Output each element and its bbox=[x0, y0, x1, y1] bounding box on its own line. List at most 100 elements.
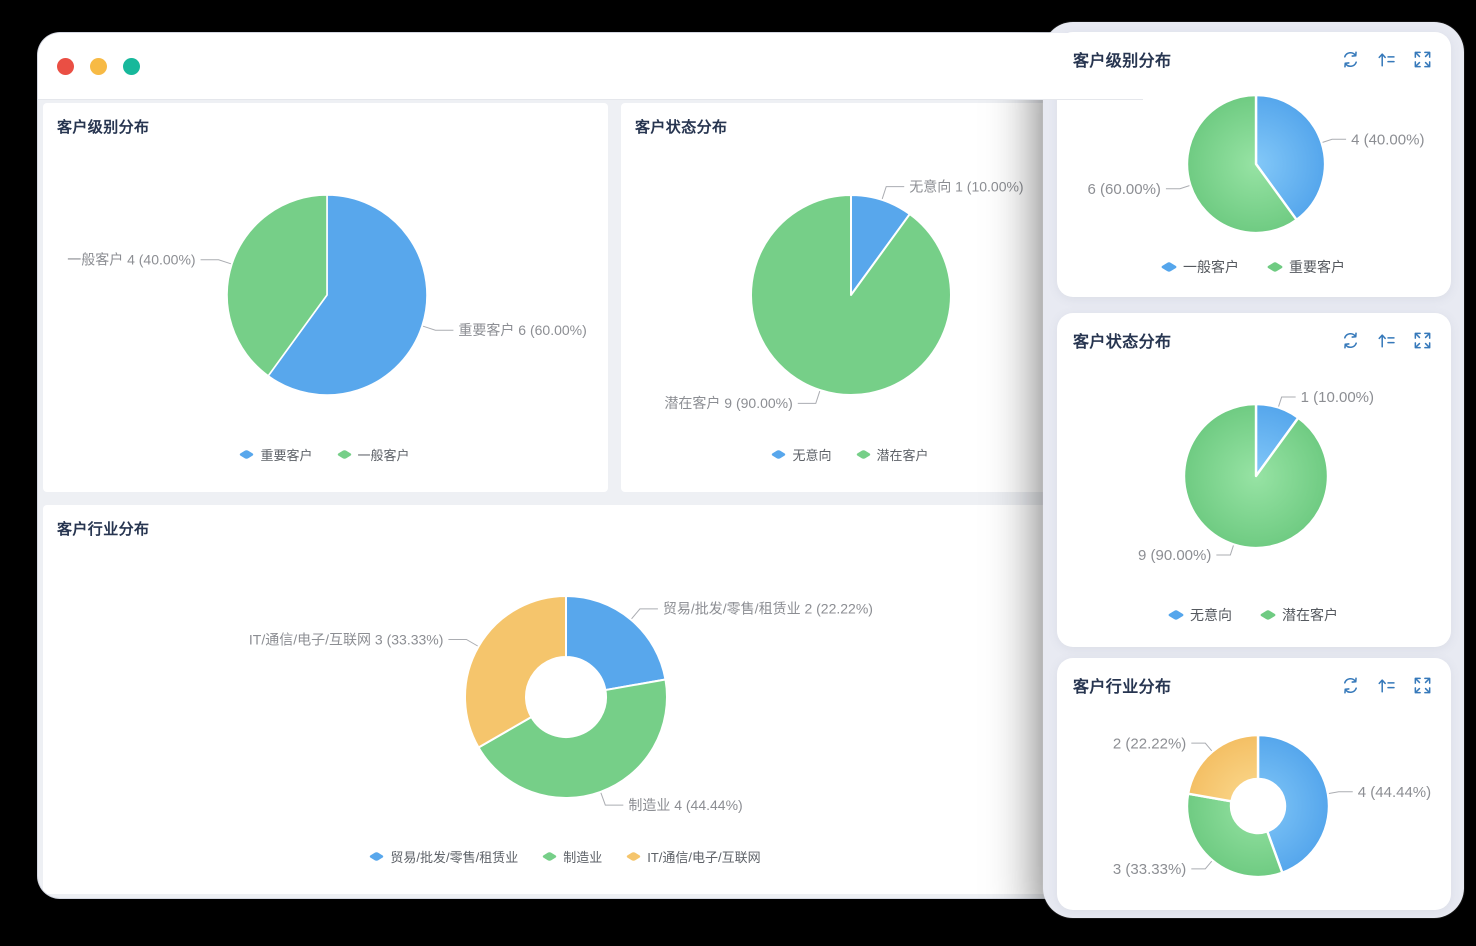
pie-slice-潜在客户[interactable] bbox=[1182, 402, 1330, 550]
legend-marker bbox=[541, 851, 558, 862]
pie-slice-2 (22.22%)[interactable] bbox=[1186, 733, 1260, 803]
label-line bbox=[1328, 791, 1353, 794]
side-customer-level-legend: 一般客户 重要客户 bbox=[1057, 257, 1451, 277]
pie-slice-潜在客户[interactable] bbox=[750, 194, 952, 396]
label-line bbox=[881, 186, 905, 200]
label-line bbox=[1191, 860, 1213, 870]
side-card-title-customer-industry: 客户行业分布 bbox=[1073, 679, 1172, 696]
legend-marker bbox=[369, 851, 385, 862]
slice-label: 3 (33.33%) bbox=[1113, 861, 1186, 878]
slice-label: 4 (40.00%) bbox=[1351, 131, 1424, 148]
side-customer-level-pie-chart: 4 (40.00%) 6 (60.00%) bbox=[1057, 32, 1451, 297]
fullscreen-icon[interactable] bbox=[1412, 49, 1433, 70]
legend-marker bbox=[855, 449, 871, 460]
legend-marker bbox=[336, 449, 352, 460]
side-customer-status-pie-chart: 1 (10.00%) 9 (90.00%) bbox=[1057, 313, 1451, 647]
side-card-title-customer-status: 客户状态分布 bbox=[1073, 334, 1172, 351]
pie-slice-贸易/批发/零售/租赁业[interactable] bbox=[565, 595, 667, 692]
pie-slice-一般客户[interactable] bbox=[226, 194, 328, 377]
card-title-customer-industry: 客户行业分布 bbox=[57, 521, 150, 538]
move-to-top-icon[interactable] bbox=[1376, 330, 1397, 351]
card-customer-level: 客户级别分布 重要客户 6 (60.00%) 一般客户 4 (40.00%) 重要… bbox=[43, 103, 608, 492]
legend-label: 重要客户 bbox=[1289, 259, 1345, 275]
pie-slice-重要客户[interactable] bbox=[267, 194, 428, 396]
slice-label: 1 (10.00%) bbox=[1301, 389, 1374, 406]
fullscreen-icon[interactable] bbox=[1412, 330, 1433, 351]
legend-item[interactable]: 一般客户 bbox=[1160, 257, 1239, 277]
side-panel: 客户级别分布 4 (40.00%) 6 (60.00%) 一般客户 重要客户 客户状… bbox=[1043, 22, 1464, 918]
legend-item[interactable]: 一般客户 bbox=[336, 445, 410, 464]
close-button[interactable] bbox=[57, 57, 74, 75]
label-line bbox=[1278, 396, 1296, 407]
legend-label: IT/通信/电子/互联网 bbox=[647, 850, 761, 865]
legend-item[interactable]: 制造业 bbox=[541, 847, 603, 866]
legend-item[interactable]: IT/通信/电子/互联网 bbox=[625, 847, 761, 866]
refresh-icon[interactable] bbox=[1340, 49, 1361, 70]
legend-item[interactable]: 重要客户 bbox=[1266, 257, 1345, 277]
pie-slice-IT/通信/电子/互联网[interactable] bbox=[464, 595, 567, 749]
slice-label: 6 (60.00%) bbox=[1088, 181, 1161, 198]
side-card-customer-industry: 客户行业分布 4 (44.44%) 3 (33.33%) 2 (22.22%) bbox=[1057, 658, 1451, 910]
slice-label: IT/通信/电子/互联网 3 (33.33%) bbox=[249, 631, 443, 647]
legend-item[interactable]: 贸易/批发/零售/租赁业 bbox=[369, 847, 518, 866]
card-title-customer-status: 客户状态分布 bbox=[635, 119, 728, 136]
refresh-icon[interactable] bbox=[1340, 330, 1361, 351]
label-line bbox=[1216, 545, 1234, 556]
pie-slice-3 (33.33%)[interactable] bbox=[1185, 792, 1284, 879]
label-line bbox=[448, 639, 478, 647]
pie-slice-制造业[interactable] bbox=[477, 678, 668, 799]
legend-item[interactable]: 无意向 bbox=[1167, 605, 1232, 625]
maximize-button[interactable] bbox=[123, 57, 140, 75]
label-line bbox=[200, 259, 232, 265]
label-line bbox=[1165, 185, 1190, 190]
label-line bbox=[422, 325, 454, 331]
pie-slice-4 (44.44%)[interactable] bbox=[1256, 733, 1331, 874]
legend-label: 无意向 bbox=[1190, 607, 1232, 623]
refresh-icon[interactable] bbox=[1340, 675, 1361, 696]
legend-item[interactable]: 潜在客户 bbox=[855, 445, 929, 464]
label-line bbox=[1191, 742, 1213, 752]
customer-status-legend: 无意向 潜在客户 bbox=[621, 445, 1081, 464]
customer-industry-donut-chart: 贸易/批发/零售/租赁业 2 (22.22%) 制造业 4 (44.44%) IT/… bbox=[43, 505, 1141, 894]
move-to-top-icon[interactable] bbox=[1376, 675, 1397, 696]
legend-marker bbox=[1266, 261, 1284, 273]
app-window: 客户级别分布 重要客户 6 (60.00%) 一般客户 4 (40.00%) 重要… bbox=[38, 33, 1143, 898]
label-line bbox=[1322, 138, 1347, 143]
card-title-customer-level: 客户级别分布 bbox=[57, 119, 150, 136]
legend-label: 无意向 bbox=[792, 448, 832, 463]
side-card-customer-status: 客户状态分布 1 (10.00%) 9 (90.00%) 无意向 潜在客户 bbox=[1057, 313, 1451, 647]
window-titlebar bbox=[38, 33, 1143, 100]
customer-level-pie-chart: 重要客户 6 (60.00%) 一般客户 4 (40.00%) bbox=[43, 103, 608, 492]
card-action-icons bbox=[1340, 675, 1433, 696]
legend-label: 制造业 bbox=[563, 850, 603, 865]
legend-marker bbox=[1167, 609, 1185, 621]
minimize-button[interactable] bbox=[90, 57, 107, 75]
slice-label: 无意向 1 (10.00%) bbox=[909, 178, 1023, 194]
slice-label: 重要客户 6 (60.00%) bbox=[458, 322, 586, 338]
legend-item[interactable]: 重要客户 bbox=[239, 445, 313, 464]
legend-label: 潜在客户 bbox=[1282, 607, 1338, 623]
legend-marker bbox=[1160, 261, 1178, 273]
pie-slice-重要客户[interactable] bbox=[1185, 93, 1298, 235]
slice-label: 9 (90.00%) bbox=[1138, 547, 1211, 564]
slice-label: 制造业 4 (44.44%) bbox=[628, 797, 742, 813]
customer-industry-legend: 贸易/批发/零售/租赁业 制造业 IT/通信/电子/互联网 bbox=[43, 847, 1089, 866]
slice-label: 贸易/批发/零售/租赁业 2 (22.22%) bbox=[663, 601, 873, 617]
fullscreen-icon[interactable] bbox=[1412, 675, 1433, 696]
slice-label: 一般客户 4 (40.00%) bbox=[67, 252, 195, 268]
legend-item[interactable]: 无意向 bbox=[771, 445, 832, 464]
slice-label: 4 (44.44%) bbox=[1358, 784, 1431, 801]
legend-label: 一般客户 bbox=[357, 448, 410, 463]
legend-item[interactable]: 潜在客户 bbox=[1259, 605, 1338, 625]
pie-slice-一般客户[interactable] bbox=[1254, 93, 1327, 222]
legend-label: 一般客户 bbox=[1183, 259, 1239, 275]
legend-label: 重要客户 bbox=[260, 448, 313, 463]
card-customer-industry: 客户行业分布 贸易/批发/零售/租赁业 2 (22.22%) 制造业 4 (44.… bbox=[43, 505, 1141, 894]
legend-marker bbox=[239, 449, 255, 460]
label-line bbox=[631, 608, 658, 620]
legend-label: 潜在客户 bbox=[876, 448, 929, 463]
move-to-top-icon[interactable] bbox=[1376, 49, 1397, 70]
slice-label: 潜在客户 9 (90.00%) bbox=[664, 395, 792, 411]
card-action-icons bbox=[1340, 49, 1433, 70]
